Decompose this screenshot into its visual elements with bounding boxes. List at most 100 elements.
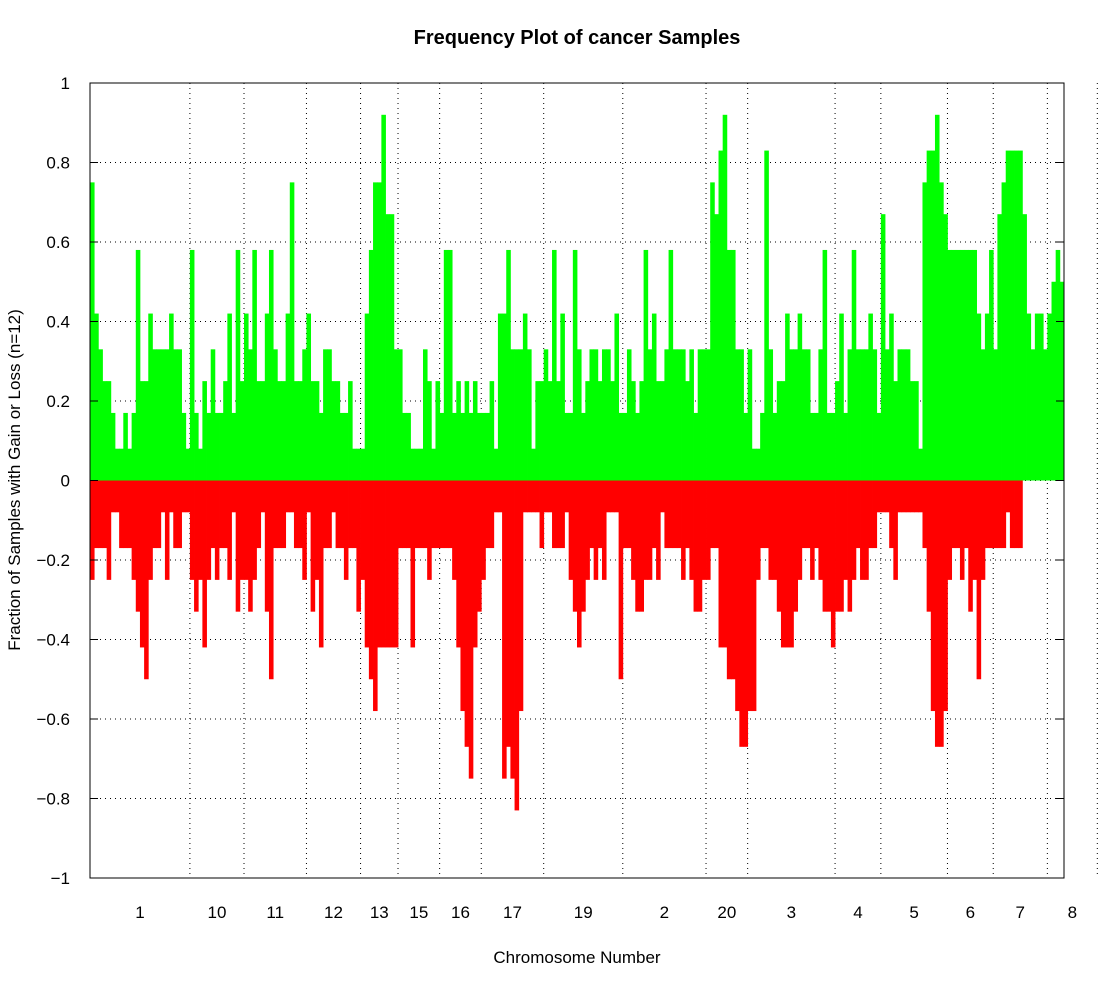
gain-bar (189, 249, 195, 481)
gain-bar (219, 412, 224, 481)
gain-bar (989, 249, 994, 481)
loss-bar (706, 480, 711, 580)
gain-bar (447, 249, 453, 481)
loss-bar (260, 480, 266, 513)
gain-bar (144, 381, 149, 481)
gain-bar (464, 381, 470, 481)
gain-bar (314, 381, 320, 481)
gain-bar (905, 349, 911, 481)
gain-bar (739, 349, 744, 481)
loss-bar (489, 480, 495, 549)
loss-bar (106, 480, 112, 580)
gain-bar (381, 114, 386, 481)
loss-bar (194, 480, 199, 612)
loss-bar (635, 480, 640, 612)
loss-bar (510, 480, 515, 779)
gain-bar (298, 381, 303, 481)
loss-bar (493, 480, 499, 513)
gain-bar (273, 349, 278, 481)
loss-bar (460, 480, 466, 712)
gain-bar (768, 349, 774, 481)
loss-bar (302, 480, 307, 580)
loss-bar (539, 480, 545, 549)
gain-bar (514, 349, 520, 481)
loss-bar (572, 480, 578, 612)
gain-bar (223, 381, 228, 481)
gain-bar (1047, 313, 1052, 481)
loss-bar (826, 480, 832, 612)
loss-bar (360, 480, 366, 580)
loss-bar (930, 480, 936, 712)
loss-bar (885, 480, 890, 513)
gain-bar (289, 182, 295, 481)
gain-bar (835, 381, 840, 481)
gain-bar (805, 349, 811, 481)
loss-bar (585, 480, 590, 580)
loss-bar (830, 480, 836, 648)
gain-bar (377, 182, 382, 481)
gain-bar (552, 249, 557, 481)
loss-bar (335, 480, 341, 549)
gain-bar (685, 381, 690, 481)
loss-bar (789, 480, 794, 648)
gain-bar (851, 249, 857, 481)
gain-bar (601, 349, 607, 481)
gain-bar (527, 349, 532, 481)
gain-bar (581, 412, 586, 481)
loss-bar (418, 480, 424, 549)
loss-bar (131, 480, 137, 580)
loss-bar (689, 480, 694, 580)
loss-bar (206, 480, 212, 580)
y-tick-label: 0.4 (46, 313, 70, 332)
loss-bar (277, 480, 282, 549)
gain-bar (943, 214, 948, 481)
gain-bar (860, 349, 865, 481)
loss-bar (281, 480, 287, 549)
chromosome-label: 16 (451, 903, 470, 922)
loss-bar (239, 480, 245, 580)
loss-bar (135, 480, 141, 612)
gain-bar (1009, 150, 1015, 481)
gain-bar (577, 349, 582, 481)
loss-bar (435, 480, 441, 549)
loss-bar (876, 480, 882, 513)
gain-bar (414, 448, 420, 481)
gain-bar (252, 249, 257, 481)
loss-bar (835, 480, 840, 612)
loss-bar (98, 480, 103, 549)
loss-bar (731, 480, 736, 680)
gain-bar (672, 349, 678, 481)
loss-bar (331, 480, 336, 513)
loss-bar (223, 480, 228, 549)
loss-bar (464, 480, 470, 747)
loss-bar (456, 480, 461, 648)
gain-bar (922, 182, 928, 481)
loss-bar (847, 480, 853, 612)
gain-bar (864, 349, 869, 481)
gain-bar (972, 249, 977, 481)
loss-bar (422, 480, 428, 549)
gain-bar (818, 349, 823, 481)
loss-bar (664, 480, 669, 549)
gain-bar (264, 313, 270, 481)
loss-bar (231, 480, 237, 513)
gain-bar (718, 150, 724, 481)
loss-bar (951, 480, 957, 549)
loss-bar (431, 480, 436, 549)
loss-bar (443, 480, 449, 549)
loss-bar (818, 480, 823, 580)
loss-bar (651, 480, 657, 549)
gain-bar (676, 349, 682, 481)
gain-bar (839, 313, 844, 481)
loss-bar (219, 480, 224, 549)
chromosome-label: 12 (324, 903, 343, 922)
loss-bar (905, 480, 911, 513)
gain-bar (410, 448, 416, 481)
gain-bar (506, 249, 511, 481)
gain-bar (431, 448, 436, 481)
bar-series (90, 114, 1065, 811)
loss-bar (901, 480, 907, 513)
gain-bar (722, 114, 728, 481)
gain-bar (306, 313, 312, 481)
